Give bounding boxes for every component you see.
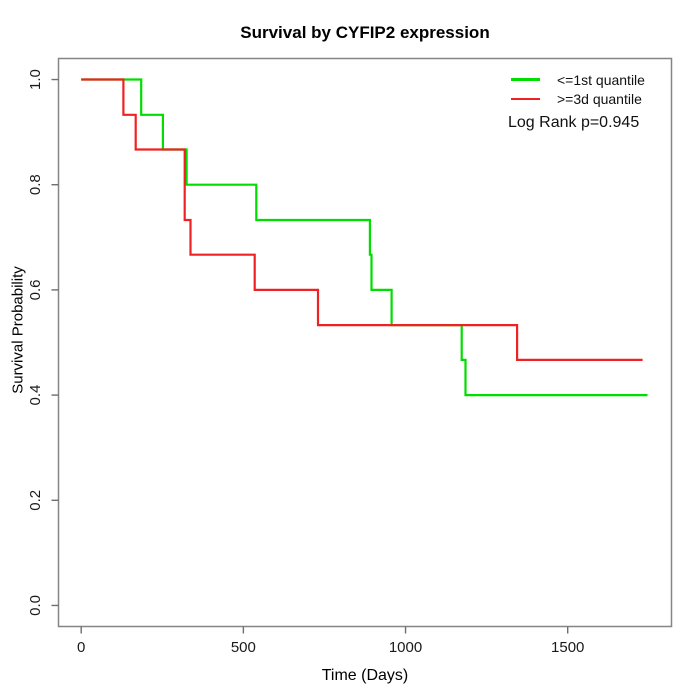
y-tick-label: 1.0 — [27, 69, 44, 90]
plot-title: Survival by CYFIP2 expression — [240, 23, 490, 42]
legend-line-green-icon — [511, 78, 540, 81]
survival-curve-low-quantile — [81, 78, 648, 397]
logrank-pvalue: Log Rank p=0.945 — [508, 114, 640, 131]
legend-line-red-icon — [511, 97, 540, 101]
x-axis-title: Time (Days) — [321, 667, 409, 684]
x-tick-label: 1000 — [389, 639, 422, 656]
x-tick-label: 1500 — [551, 639, 584, 656]
legend-item-high-expression: >=3d quantile — [511, 89, 645, 108]
x-tick-label: 500 — [231, 639, 256, 656]
x-tick-label: 0 — [77, 639, 85, 656]
y-tick-label: 0.4 — [27, 385, 44, 406]
y-axis-title: Survival Probability — [9, 266, 27, 394]
y-tick-label: 0.8 — [27, 174, 44, 195]
legend: <=1st quantile >=3d quantile — [511, 70, 645, 109]
legend-item-low-expression: <=1st quantile — [511, 70, 645, 89]
legend-item-label: >=3d quantile — [557, 90, 642, 107]
y-tick-label: 0.6 — [27, 279, 44, 300]
y-tick-label: 0.2 — [27, 490, 44, 511]
legend-item-label: <=1st quantile — [557, 71, 645, 88]
survival-curve-high-quantile — [81, 78, 643, 361]
y-tick-label: 0.0 — [27, 595, 44, 616]
plot-box — [57, 57, 673, 628]
